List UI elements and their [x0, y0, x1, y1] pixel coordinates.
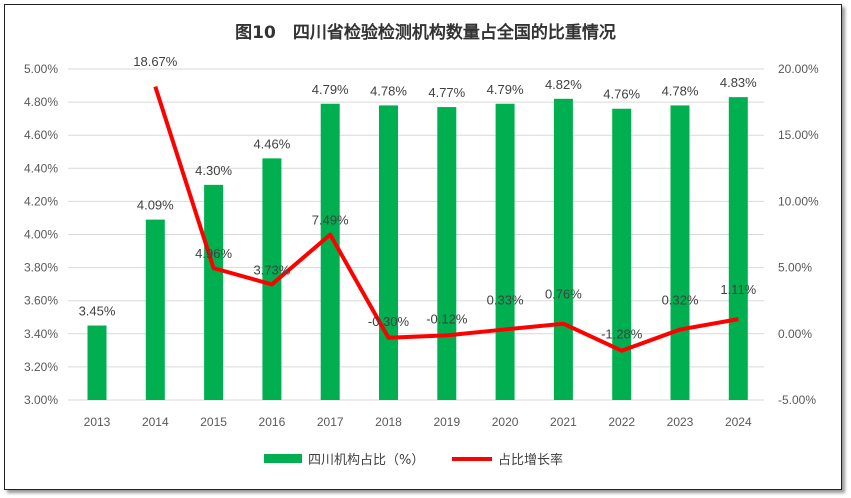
- bar: [145, 219, 165, 400]
- chart-frame: [4, 4, 842, 490]
- left-axis-tick: 3.60%: [24, 294, 58, 308]
- bar-data-label: 4.09%: [137, 198, 174, 213]
- bar-data-label: 4.79%: [312, 82, 349, 97]
- bar: [379, 105, 398, 400]
- right-axis-tick: -5.00%: [778, 393, 816, 407]
- x-axis-tick: 2017: [317, 415, 344, 429]
- x-axis-tick: 2016: [259, 415, 286, 429]
- bar-data-label: 4.46%: [253, 136, 290, 151]
- bar-data-label: 4.78%: [662, 83, 699, 98]
- bar: [437, 107, 457, 400]
- line-data-label: 3.73%: [253, 262, 290, 277]
- bar-data-label: 4.82%: [545, 77, 582, 92]
- x-axis-tick: 2023: [667, 415, 694, 429]
- left-axis-tick: 3.40%: [24, 327, 58, 341]
- legend-line-label: 占比增长率: [498, 452, 563, 468]
- left-axis-tick: 4.00%: [24, 228, 58, 242]
- x-axis-tick: 2022: [608, 415, 635, 429]
- bar-data-label: 4.79%: [487, 82, 524, 97]
- line-data-label: 7.49%: [312, 213, 349, 228]
- bar-data-label: 4.76%: [603, 87, 640, 102]
- bar-data-label: 4.83%: [720, 75, 757, 90]
- line-data-label: 4.96%: [195, 246, 232, 261]
- left-axis-tick: 4.80%: [24, 95, 58, 109]
- right-axis-tick: 15.00%: [778, 128, 819, 142]
- bar: [612, 108, 632, 400]
- left-axis-tick: 4.60%: [24, 128, 58, 142]
- legend-bar-label: 四川机构占比（%）: [308, 453, 424, 468]
- left-axis-tick: 3.00%: [24, 393, 58, 407]
- x-axis-tick: 2013: [84, 415, 111, 429]
- chart-title: 图10 四川省检验检测机构数量占全国的比重情况: [235, 23, 616, 43]
- line-data-label: -1.28%: [601, 327, 643, 342]
- x-axis-tick: 2024: [725, 415, 752, 429]
- right-axis-tick: 20.00%: [778, 62, 819, 76]
- right-axis-tick: 0.00%: [778, 327, 812, 341]
- line-data-label: 0.32%: [662, 293, 699, 308]
- x-axis-tick: 2020: [492, 415, 519, 429]
- bar: [87, 325, 107, 400]
- left-axis-tick: 3.20%: [24, 360, 58, 374]
- x-axis-tick: 2018: [375, 415, 402, 429]
- x-axis-tick: 2021: [550, 415, 577, 429]
- right-axis-tick: 10.00%: [778, 194, 819, 208]
- left-axis-tick: 4.40%: [24, 161, 58, 175]
- line-data-label: -0.30%: [368, 314, 410, 329]
- x-axis-tick: 2019: [433, 415, 460, 429]
- bar: [728, 97, 748, 400]
- line-data-label: -0.12%: [426, 311, 468, 326]
- line-data-label: 1.11%: [720, 282, 756, 297]
- bar-data-label: 4.77%: [428, 85, 465, 100]
- bar: [204, 184, 224, 400]
- left-axis-tick: 3.80%: [24, 261, 58, 275]
- x-axis-tick: 2015: [200, 415, 227, 429]
- legend-bar-swatch: [264, 454, 302, 463]
- line-data-label: 0.33%: [487, 292, 524, 307]
- bar-data-label: 4.78%: [370, 83, 407, 98]
- bar: [495, 103, 515, 400]
- line-data-label: 18.67%: [133, 54, 178, 69]
- bar: [553, 98, 573, 400]
- right-axis-tick: 5.00%: [778, 261, 812, 275]
- line-data-label: 0.76%: [545, 287, 582, 302]
- bar-data-label: 4.30%: [195, 163, 232, 178]
- bar: [670, 105, 690, 400]
- bar-data-label: 3.45%: [79, 304, 116, 319]
- bar: [320, 103, 340, 400]
- x-axis-tick: 2014: [142, 415, 169, 429]
- left-axis-tick: 4.20%: [24, 194, 58, 208]
- left-axis-tick: 5.00%: [24, 62, 58, 76]
- bar: [262, 158, 282, 400]
